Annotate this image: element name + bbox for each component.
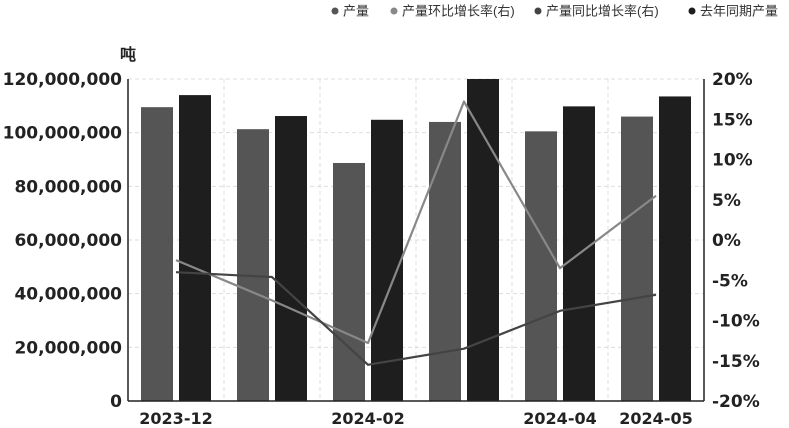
legend-label: 产量环比增长率(右) [402, 4, 515, 19]
bar-output [333, 162, 365, 401]
y-left-tick-label: 20,000,000 [14, 338, 122, 358]
y-left-tick-label: 80,000,000 [14, 177, 122, 197]
y-axis-unit-label: 吨 [120, 45, 136, 64]
bar-output [237, 129, 269, 401]
gridlines [128, 78, 704, 401]
lines [175, 100, 657, 366]
x-tick-label: 2024-02 [331, 409, 404, 428]
line-mom-growth [175, 100, 657, 345]
tick-labels: 0 20,000,000 40,000,000 60,000,000 80,000,00… [3, 70, 760, 428]
y-right-tick-label: -5% [712, 271, 748, 291]
y-left-tick-label: 0 [110, 392, 122, 412]
y-left-tick-label: 60,000,000 [14, 231, 122, 251]
y-right-tick-label: 0% [712, 231, 741, 251]
y-right-tick-label: -20% [712, 392, 760, 412]
legend: 产量 产量环比增长率(右) 产量同比增长率(右) 去年同期产量 [331, 4, 778, 19]
bar-prior-year-output [467, 79, 499, 401]
bar-prior-year-output [659, 96, 691, 402]
y-right-tick-label: 15% [712, 110, 753, 130]
y-left-tick-label: 100,000,000 [3, 124, 123, 144]
legend-marker [331, 7, 339, 15]
y-right-tick-label: -15% [712, 352, 760, 372]
y-right-tick-label: 20% [712, 70, 753, 90]
y-right-tick-label: 10% [712, 151, 753, 171]
y-right-tick-label: 5% [712, 191, 741, 211]
x-tick-label: 2024-05 [619, 409, 692, 428]
y-right-tick-label: -10% [712, 312, 760, 332]
legend-marker [390, 7, 398, 15]
bar-prior-year-output [275, 116, 307, 401]
x-tick-label: 2023-12 [139, 409, 212, 428]
legend-marker [688, 7, 696, 15]
y-left-tick-label: 120,000,000 [3, 70, 123, 90]
bar-output [621, 116, 653, 402]
legend-label: 产量 [343, 4, 369, 19]
y-left-tick-label: 40,000,000 [14, 285, 122, 305]
bar-prior-year-output [371, 119, 403, 401]
legend-label: 产量同比增长率(右) [546, 4, 659, 19]
bar-output [429, 121, 461, 401]
bar-prior-year-output [179, 95, 211, 401]
line-yoy-growth [175, 271, 657, 366]
axes [127, 79, 705, 402]
legend-marker [534, 7, 542, 15]
x-tick-label: 2024-04 [523, 409, 596, 428]
legend-label: 去年同期产量 [700, 4, 778, 19]
bar-output [525, 131, 557, 401]
bar-output [141, 107, 173, 402]
